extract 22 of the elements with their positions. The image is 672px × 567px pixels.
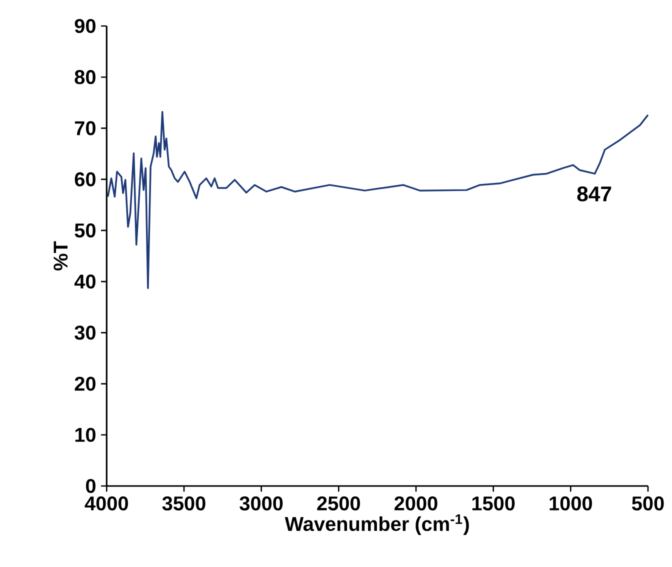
annotation: 847 <box>577 186 612 202</box>
x-tick-label: 1000 <box>550 496 592 510</box>
x-tick-label: 3000 <box>240 496 283 511</box>
x-tick-label: 4000 <box>84 496 128 510</box>
line-series <box>107 111 649 290</box>
y-axis-title: %T <box>54 241 68 270</box>
y-tick-label: 10 <box>75 428 96 442</box>
y-tick-label: 20 <box>74 376 96 391</box>
y-tick-label: 40 <box>74 274 96 289</box>
x-tick-label: 1500 <box>472 496 515 510</box>
x-tick-label: 3500 <box>162 496 206 511</box>
x-tick-label: 500 <box>632 496 664 510</box>
y-tick-label: 0 <box>86 478 96 494</box>
y-tick-label: 50 <box>74 223 96 238</box>
x-axis-title: Wavenumber (cm$^{-1}$) <box>284 514 469 535</box>
y-tick-label: 90 <box>74 18 96 34</box>
y-tick-label: 80 <box>74 70 96 84</box>
y-tick-label: 70 <box>74 121 96 136</box>
y-tick-label: 60 <box>74 172 96 186</box>
x-tick-label: 2500 <box>317 496 360 510</box>
x-tick-label: 2000 <box>394 496 438 510</box>
y-tick-label: 30 <box>74 326 96 340</box>
